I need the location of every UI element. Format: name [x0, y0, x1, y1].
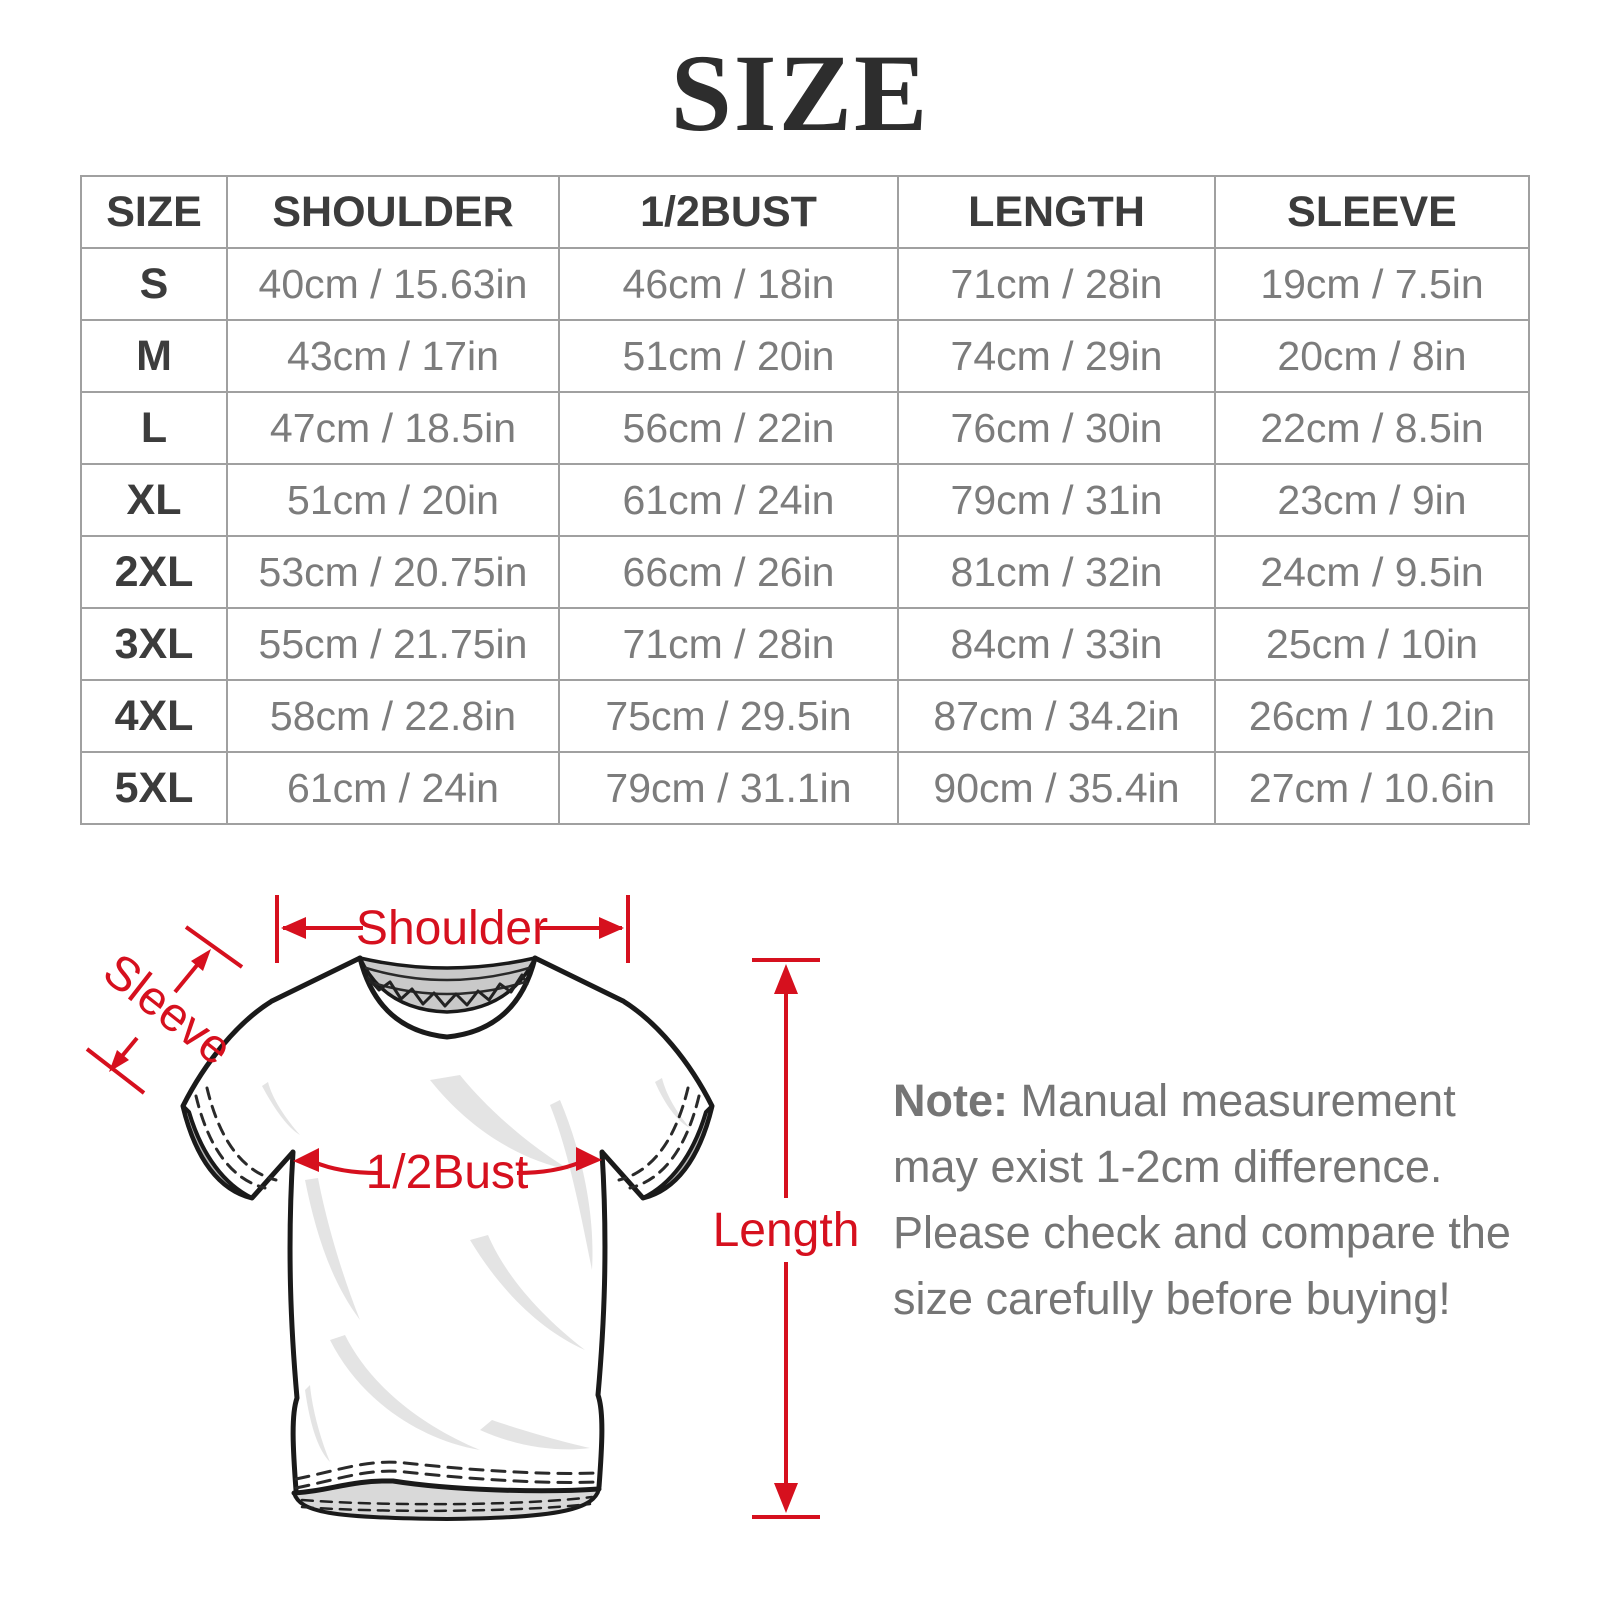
table-row: S 40cm / 15.63in 46cm / 18in 71cm / 28in 19c…: [80, 247, 1530, 321]
column-header: 1/2BUST: [558, 175, 899, 249]
measurement-cell: 27cm / 10.6in: [1214, 751, 1530, 825]
measurement-cell: 76cm / 30in: [897, 391, 1216, 465]
right-sleeve: [595, 1001, 712, 1198]
bust-arrow: [293, 1147, 602, 1175]
size-cell: XL: [80, 463, 228, 537]
measurement-cell: 74cm / 29in: [897, 319, 1216, 393]
measurement-cell: 79cm / 31in: [897, 463, 1216, 537]
size-cell: 4XL: [80, 679, 228, 753]
measurement-cell: 51cm / 20in: [226, 463, 560, 537]
table-row: 4XL 58cm / 22.8in 75cm / 29.5in 87cm / 34.2…: [80, 679, 1530, 753]
column-header: LENGTH: [897, 175, 1216, 249]
size-cell: M: [80, 319, 228, 393]
measurement-cell: 84cm / 33in: [897, 607, 1216, 681]
table-row: 5XL 61cm / 24in 79cm / 31.1in 90cm / 35.4in…: [80, 751, 1530, 825]
left-cuff: [181, 1104, 254, 1200]
measurement-cell: 58cm / 22.8in: [226, 679, 560, 753]
half-bust-label: 1/2Bust: [366, 1146, 529, 1199]
length-arrow: [752, 958, 820, 1519]
note-label: Note:: [893, 1075, 1008, 1126]
measurement-cell: 26cm / 10.2in: [1214, 679, 1530, 753]
column-header: SIZE: [80, 175, 228, 249]
measurement-cell: 55cm / 21.75in: [226, 607, 560, 681]
measurement-cell: 71cm / 28in: [558, 607, 899, 681]
table-row: M 43cm / 17in 51cm / 20in 74cm / 29in 20cm /…: [80, 319, 1530, 393]
size-cell: S: [80, 247, 228, 321]
size-cell: 3XL: [80, 607, 228, 681]
size-cell: L: [80, 391, 228, 465]
size-cell: 5XL: [80, 751, 228, 825]
measurement-cell: 43cm / 17in: [226, 319, 560, 393]
tshirt-illustration: [180, 955, 715, 1521]
measurement-cell: 87cm / 34.2in: [897, 679, 1216, 753]
measurement-cell: 24cm / 9.5in: [1214, 535, 1530, 609]
left-sleeve: [183, 1001, 300, 1198]
wrinkle-shading: [262, 1075, 690, 1462]
measurement-cell: 61cm / 24in: [226, 751, 560, 825]
tshirt-body: [272, 958, 623, 1490]
cuff-stitches: [194, 1086, 701, 1190]
measurement-cell: 19cm / 7.5in: [1214, 247, 1530, 321]
page-title: SIZE: [670, 32, 930, 154]
measurement-cell: 75cm / 29.5in: [558, 679, 899, 753]
measurement-cell: 51cm / 20in: [558, 319, 899, 393]
table-row: L 47cm / 18.5in 56cm / 22in 76cm / 30in 22cm…: [80, 391, 1530, 465]
measurement-cell: 71cm / 28in: [897, 247, 1216, 321]
measurement-cell: 20cm / 8in: [1214, 319, 1530, 393]
table-row: XL 51cm / 20in 61cm / 24in 79cm / 31in 23cm …: [80, 463, 1530, 537]
measurement-cell: 46cm / 18in: [558, 247, 899, 321]
measurement-cell: 66cm / 26in: [558, 535, 899, 609]
measurement-cell: 61cm / 24in: [558, 463, 899, 537]
tshirt-measurement-diagram: Shoulder Sleeve 1/2Bust Length: [85, 895, 860, 1521]
measurement-cell: 53cm / 20.75in: [226, 535, 560, 609]
measurement-cell: 90cm / 35.4in: [897, 751, 1216, 825]
note-body: Manual measurement may exist 1-2cm diffe…: [893, 1075, 1511, 1324]
note-text: Note: Manual measurement may exist 1-2cm…: [893, 1068, 1518, 1332]
measurement-cell: 40cm / 15.63in: [226, 247, 560, 321]
column-header: SHOULDER: [226, 175, 560, 249]
table-row: 2XL 53cm / 20.75in 66cm / 26in 81cm / 32in 2…: [80, 535, 1530, 609]
size-cell: 2XL: [80, 535, 228, 609]
measurement-cell: 22cm / 8.5in: [1214, 391, 1530, 465]
measurement-cell: 81cm / 32in: [897, 535, 1216, 609]
column-header: SLEEVE: [1214, 175, 1530, 249]
table-header-row: SIZE SHOULDER 1/2BUST LENGTH SLEEVE: [80, 175, 1530, 249]
measurement-cell: 25cm / 10in: [1214, 607, 1530, 681]
shoulder-arrow: [275, 895, 630, 963]
table-row: 3XL 55cm / 21.75in 71cm / 28in 84cm / 33in 2…: [80, 607, 1530, 681]
measurement-cell: 23cm / 9in: [1214, 463, 1530, 537]
length-label: Length: [713, 1204, 860, 1257]
measurement-cell: 47cm / 18.5in: [226, 391, 560, 465]
size-table: SIZE SHOULDER 1/2BUST LENGTH SLEEVE S 40cm / …: [80, 175, 1530, 825]
measurement-cell: 79cm / 31.1in: [558, 751, 899, 825]
hem-stitches: [294, 1460, 600, 1490]
right-cuff: [641, 1104, 714, 1200]
shoulder-label: Shoulder: [356, 902, 548, 955]
measurement-cell: 56cm / 22in: [558, 391, 899, 465]
sleeve-arrow: [85, 925, 244, 1095]
collar-stitch: [366, 973, 529, 1008]
